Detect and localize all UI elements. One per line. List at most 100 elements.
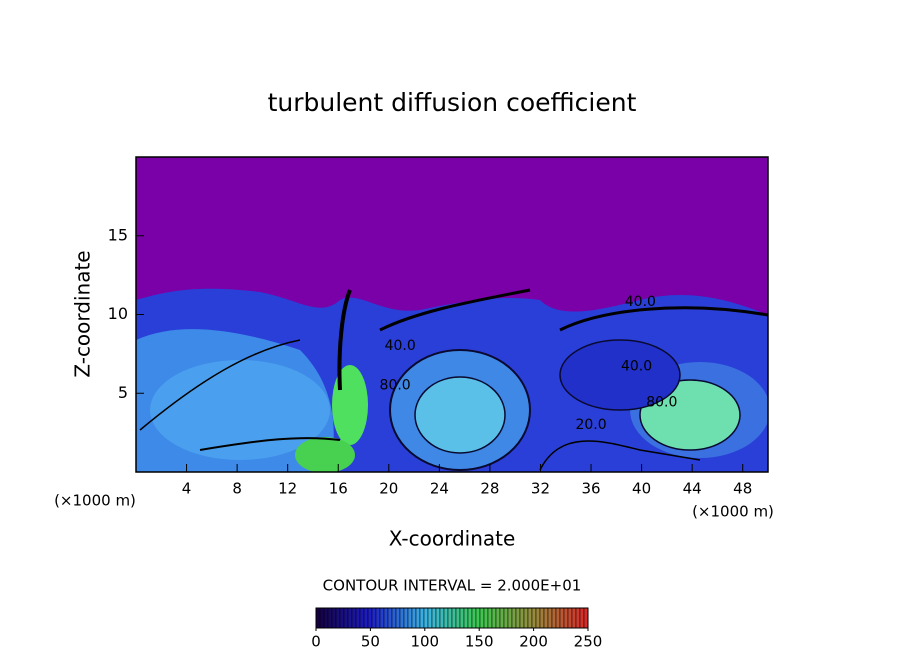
colorbar-cell xyxy=(495,607,501,629)
x-tick-label: 44 xyxy=(683,480,702,498)
x-tick-label: 36 xyxy=(581,480,600,498)
colorbar-cell xyxy=(411,607,417,629)
contour-label: 80.0 xyxy=(646,395,677,411)
colorbar-cell xyxy=(335,607,341,629)
colorbar-cell xyxy=(511,607,517,629)
colorbar-cell xyxy=(327,607,333,629)
y-tick-label: 5 xyxy=(118,383,128,402)
x-axis-label: X-coordinate xyxy=(389,527,516,551)
colorbar-cell xyxy=(423,607,429,629)
colorbar-cell xyxy=(543,607,549,629)
chart-title: turbulent diffusion coefficient xyxy=(268,88,637,117)
x-tick-label: 24 xyxy=(430,480,449,498)
colorbar-cell xyxy=(471,607,477,629)
colorbar-cell xyxy=(383,607,389,629)
colorbar-cell xyxy=(559,607,565,629)
colorbar-cell xyxy=(399,607,405,629)
colorbar-cell xyxy=(463,607,469,629)
colorbar-cell xyxy=(527,607,533,629)
contour-line xyxy=(539,440,701,471)
colorbar-cell xyxy=(443,607,449,629)
colorbar-cell xyxy=(371,607,377,629)
contour-label: 80.0 xyxy=(380,377,411,393)
colorbar-cell xyxy=(503,607,509,629)
colorbar-cell xyxy=(387,607,393,629)
colorbar-cell xyxy=(571,607,577,629)
colorbar-cell xyxy=(391,607,397,629)
x-unit-label: (×1000 m) xyxy=(692,503,774,521)
colorbar-cell xyxy=(431,607,437,629)
colorbar-cell xyxy=(419,607,425,629)
y-tick-label: 10 xyxy=(108,304,128,323)
y-tick-label: 15 xyxy=(108,225,128,244)
colorbar-cell xyxy=(355,607,361,629)
contour-line xyxy=(559,306,768,332)
colorbar-cell xyxy=(535,607,541,629)
field xyxy=(136,157,768,472)
colorbar-cell xyxy=(475,607,481,629)
contour-label: 20.0 xyxy=(575,417,606,433)
colorbar-tick-label: 100 xyxy=(410,633,439,651)
colorbar-cell xyxy=(563,607,569,629)
field-region xyxy=(295,437,355,472)
colorbar-cell xyxy=(427,607,433,629)
colorbar-cell xyxy=(575,607,581,629)
contour-label: 40.0 xyxy=(625,294,656,310)
contour-label: 40.0 xyxy=(385,338,416,354)
x-tick-label: 16 xyxy=(329,480,348,498)
contour-line xyxy=(139,339,301,431)
colorbar-cell xyxy=(551,607,557,629)
contour-label: 40.0 xyxy=(621,358,652,374)
colorbar-cell xyxy=(339,607,345,629)
colorbar-cell xyxy=(415,607,421,629)
colorbar-cell xyxy=(455,607,461,629)
x-tick-label: 20 xyxy=(379,480,398,498)
colorbar-cell xyxy=(367,607,373,629)
colorbar-cell xyxy=(483,607,489,629)
x-tick-label: 12 xyxy=(278,480,297,498)
field-region xyxy=(559,339,681,411)
colorbar-cell xyxy=(547,607,553,629)
colorbar-cell xyxy=(359,607,365,629)
colorbar-cell xyxy=(451,607,457,629)
x-unit-label: (×1000 m) xyxy=(54,492,136,510)
colorbar-title: CONTOUR INTERVAL = 2.000E+01 xyxy=(323,577,582,595)
colorbar-cell xyxy=(579,607,585,629)
colorbar-cell xyxy=(467,607,473,629)
colorbar-cell xyxy=(331,607,337,629)
colorbar-tick-label: 150 xyxy=(465,633,494,651)
colorbar-cell xyxy=(379,607,385,629)
x-tick-label: 48 xyxy=(733,480,752,498)
field-region xyxy=(150,360,330,460)
contour-line xyxy=(199,437,341,451)
colorbar-tick-label: 50 xyxy=(361,633,380,651)
colorbar-cell xyxy=(347,607,353,629)
colorbar-cell xyxy=(323,607,329,629)
contour-line xyxy=(337,289,352,391)
colorbar-cell xyxy=(407,607,413,629)
colorbar-cell xyxy=(447,607,453,629)
colorbar-cell xyxy=(519,607,525,629)
colorbar-cell xyxy=(523,607,529,629)
colorbar-frame xyxy=(315,607,589,629)
x-tick-label: 4 xyxy=(182,480,192,498)
contour-line xyxy=(379,288,531,332)
y-axis-label: Z-coordinate xyxy=(71,250,95,377)
x-tick-label: 28 xyxy=(480,480,499,498)
colorbar-tick-label: 250 xyxy=(574,633,603,651)
colorbar-cell xyxy=(403,607,409,629)
colorbar-cell xyxy=(459,607,465,629)
colorbar-cell xyxy=(395,607,401,629)
colorbar-cell xyxy=(435,607,441,629)
colorbar-cell xyxy=(499,607,505,629)
colorbar-tick-label: 0 xyxy=(311,633,321,651)
colorbar-cell xyxy=(539,607,545,629)
colorbar-cell xyxy=(479,607,485,629)
x-tick-label: 32 xyxy=(531,480,550,498)
colorbar-cell xyxy=(491,607,497,629)
colorbar-cell xyxy=(583,607,589,629)
field-region xyxy=(332,365,368,445)
colorbar-cell xyxy=(567,607,573,629)
colorbar-cell xyxy=(507,607,513,629)
x-tick-label: 40 xyxy=(632,480,651,498)
